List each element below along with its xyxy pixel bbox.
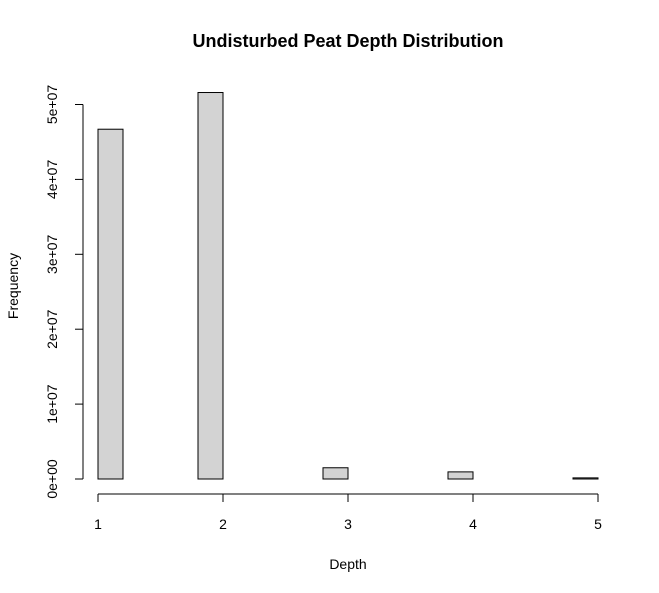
x-axis-label: Depth [329, 556, 366, 572]
chart-title: Undisturbed Peat Depth Distribution [192, 31, 503, 51]
y-axis-label: Frequency [5, 253, 21, 319]
x-tick-label-4: 5 [594, 516, 602, 532]
y-tick-label-3: 3e+07 [44, 234, 60, 274]
x-tick-label-0: 1 [94, 516, 102, 532]
histogram-bar-0 [97, 128, 124, 480]
y-tick-label-2: 2e+07 [44, 309, 60, 349]
y-axis: 0e+00 1e+07 2e+07 3e+07 4e+07 5e+07 [44, 85, 84, 499]
x-tick-label-2: 3 [344, 516, 352, 532]
x-axis: 1 2 3 4 5 [94, 493, 602, 532]
histogram-bar-14 [447, 471, 474, 480]
y-tick-label-4: 4e+07 [44, 160, 60, 200]
histogram-bar-19 [572, 477, 599, 480]
histogram-bar-4 [197, 92, 224, 480]
histogram-bars [97, 92, 599, 480]
histogram-bar-9 [322, 467, 349, 480]
x-tick-label-1: 2 [219, 516, 227, 532]
y-tick-label-1: 1e+07 [44, 384, 60, 424]
y-tick-label-0: 0e+00 [44, 459, 60, 499]
y-tick-label-5: 5e+07 [44, 85, 60, 125]
x-tick-label-3: 4 [469, 516, 477, 532]
